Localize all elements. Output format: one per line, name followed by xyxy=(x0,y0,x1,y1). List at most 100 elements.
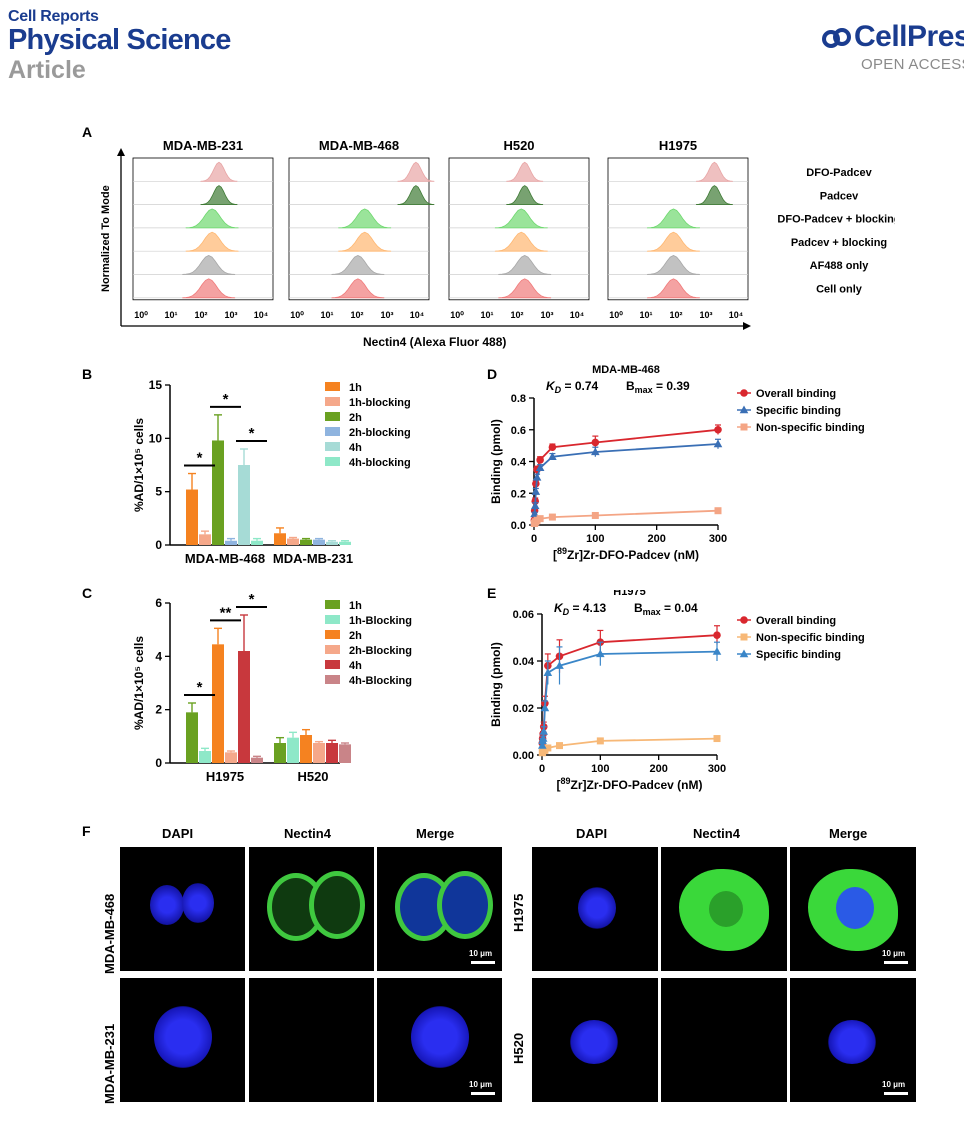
y-axis-title: %AD/1×10⁵ cells xyxy=(132,418,146,512)
scalebar-label: 10 μm xyxy=(882,949,906,958)
legend-swatch xyxy=(325,397,340,406)
panel-label-c: C xyxy=(82,585,93,601)
legend-swatch xyxy=(325,427,340,436)
data-point xyxy=(530,501,540,510)
x-tick-label: 10² xyxy=(350,310,363,320)
histogram-peak xyxy=(200,185,238,205)
data-point xyxy=(531,487,541,495)
brand-name: CellPress xyxy=(854,20,964,53)
data-point xyxy=(536,456,544,464)
legend-swatch xyxy=(325,412,340,421)
legend-label: 2h-blocking xyxy=(349,427,411,439)
bar xyxy=(251,757,263,763)
histogram-peak xyxy=(185,231,239,252)
significance-label: * xyxy=(197,679,203,696)
histogram-peak xyxy=(646,208,701,229)
scalebar-label: 10 μm xyxy=(469,949,493,958)
legend-label: 4h-Blocking xyxy=(349,675,412,687)
data-point xyxy=(543,668,553,676)
histogram-peak xyxy=(182,255,236,275)
y-tick-label: 0.04 xyxy=(513,656,535,668)
col-header-nectin4-right: Nectin4 xyxy=(693,826,740,841)
legend-condition-label: Cell only xyxy=(816,284,863,296)
x-category-label: MDA-MB-231 xyxy=(273,551,353,566)
data-point xyxy=(555,661,564,669)
x-tick-label: 10³ xyxy=(699,310,712,320)
nectin4-image-mda-mb-231 xyxy=(249,978,374,1102)
data-point xyxy=(539,727,549,735)
row-label-mda-mb-231: MDA-MB-231 xyxy=(102,1023,117,1104)
histogram-peak xyxy=(498,278,552,299)
legend-swatch xyxy=(325,675,340,684)
y-tick-label: 0.00 xyxy=(513,750,534,762)
x-tick-label: 10² xyxy=(510,310,523,320)
y-tick-label: 0.2 xyxy=(511,488,526,500)
nectin4-image-mda-mb-468 xyxy=(249,847,374,971)
y-tick-label: 2 xyxy=(155,703,162,717)
x-tick-label: 10⁰ xyxy=(290,310,304,320)
legend-label: 4h xyxy=(349,660,362,672)
data-point xyxy=(712,647,722,655)
histogram-peak xyxy=(331,255,385,275)
data-point xyxy=(739,649,749,658)
data-point xyxy=(548,452,557,460)
dapi-image-h520 xyxy=(532,978,658,1102)
x-category-label: MDA-MB-468 xyxy=(185,551,265,566)
legend-label: 2h xyxy=(349,412,362,424)
histogram-peak xyxy=(185,208,239,229)
bar xyxy=(212,644,224,763)
y-tick-label: 0.6 xyxy=(511,425,526,437)
flow-cytometry-panel: Normalized To Mode Nectin4 (Alexa Fluor 4… xyxy=(100,138,895,349)
x-tick-label: 10⁴ xyxy=(570,310,584,320)
legend-condition-label: AF488 only xyxy=(810,260,870,272)
legend-label: Specific binding xyxy=(756,405,841,417)
bar xyxy=(225,752,237,763)
data-point xyxy=(535,463,545,472)
data-point xyxy=(556,742,563,750)
y-tick-label: 0.8 xyxy=(511,393,526,405)
legend-label: Specific binding xyxy=(756,649,841,661)
significance-label: * xyxy=(249,425,255,442)
legend-condition-label: DFO-Padcev + blocking xyxy=(777,214,895,226)
data-point xyxy=(548,513,556,521)
dapi-image-mda-mb-231 xyxy=(120,978,245,1102)
legend-condition-label: Padcev xyxy=(820,190,859,202)
x-tick-label: 0 xyxy=(531,533,537,545)
bar xyxy=(287,538,299,545)
histogram-peak xyxy=(494,231,548,252)
legend-swatch xyxy=(325,457,340,466)
histogram-peak xyxy=(646,255,701,275)
bar xyxy=(251,540,263,545)
bar xyxy=(274,533,286,545)
histogram-peak xyxy=(338,231,392,252)
scalebar-label: 10 μm xyxy=(882,1080,906,1089)
fit-curve xyxy=(533,428,719,521)
bmax-value: Bmax = 0.04 xyxy=(634,601,698,617)
histogram-peak xyxy=(182,278,236,299)
binding-chart-e: 0.00 0.02 0.04 0.06 0 100 200 300 Binding (pmol)… xyxy=(489,590,865,792)
x-tick-label: 10⁰ xyxy=(450,310,464,320)
data-point xyxy=(740,423,748,431)
col-header-dapi-left: DAPI xyxy=(162,826,194,841)
dapi-image-h1975 xyxy=(532,847,658,971)
merge-image-h1975: 10 μm xyxy=(790,847,916,971)
fit-curve xyxy=(533,509,719,525)
x-tick-label: 10³ xyxy=(224,310,237,320)
x-tick-label: 300 xyxy=(709,533,727,545)
histogram-peak xyxy=(646,278,701,299)
kd-value: KD = 0.74 xyxy=(546,379,599,395)
bar xyxy=(313,743,325,763)
y-axis-title: %AD/1×10⁵ cells xyxy=(132,636,146,730)
histogram-peak xyxy=(397,185,435,205)
significance-label: * xyxy=(223,391,229,408)
legend-swatch xyxy=(325,382,340,391)
dapi-image-mda-mb-468 xyxy=(120,847,245,971)
x-category-label: H520 xyxy=(297,769,328,784)
x-tick-label: 10¹ xyxy=(480,310,493,320)
y-tick-label: 5 xyxy=(155,485,162,499)
x-tick-label: 200 xyxy=(649,763,667,775)
bar xyxy=(199,751,211,763)
col-header-merge-right: Merge xyxy=(829,826,868,841)
